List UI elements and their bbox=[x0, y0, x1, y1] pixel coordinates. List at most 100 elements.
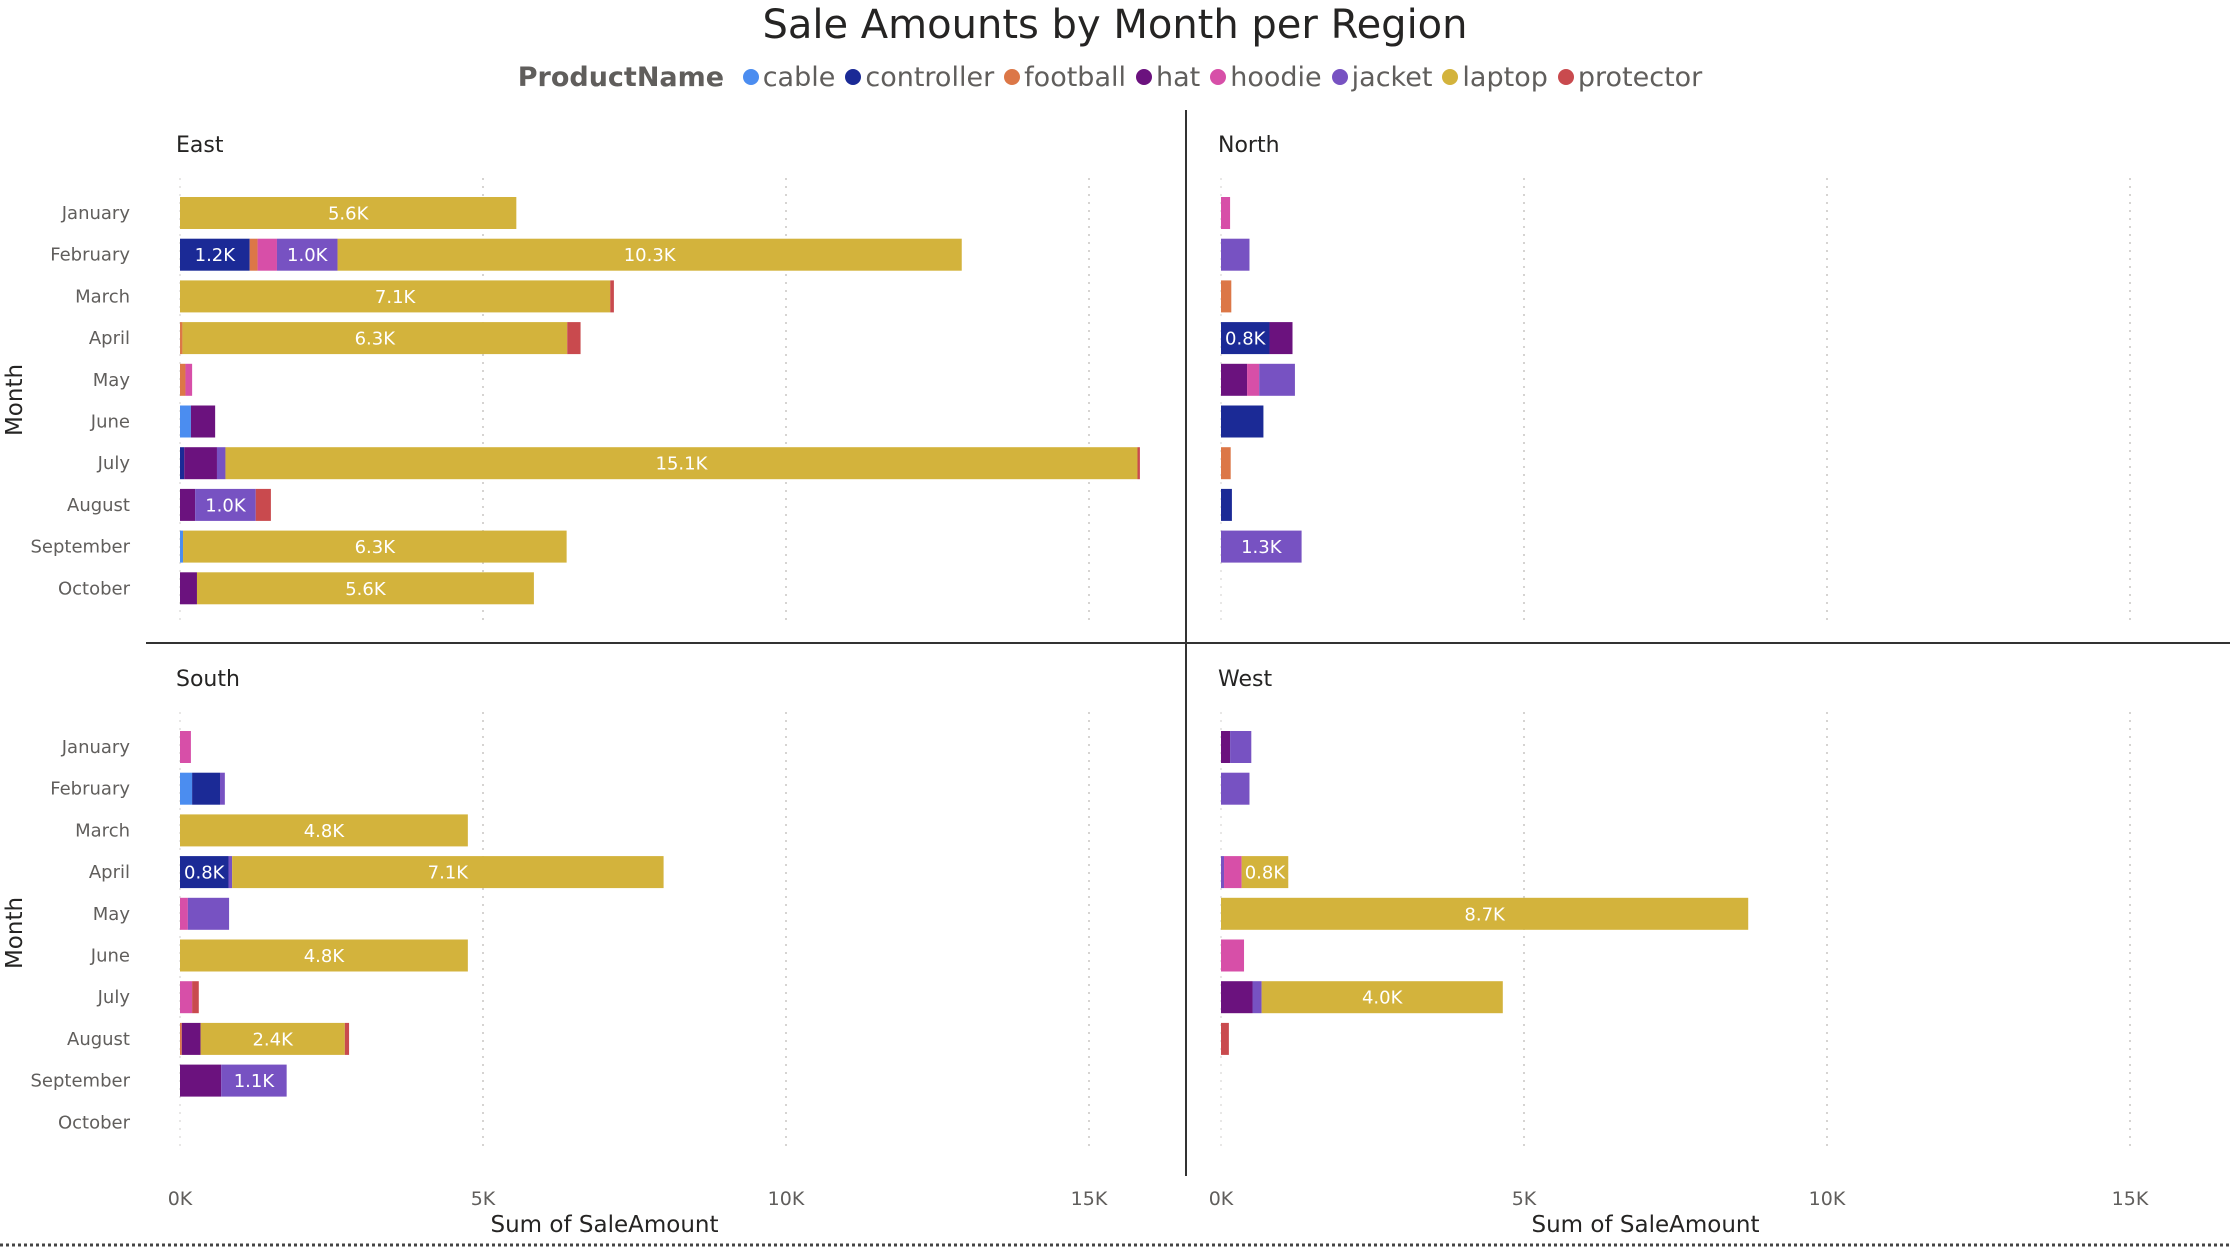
chart-title: Sale Amounts by Month per Region bbox=[762, 2, 1468, 48]
x-tick-label: 5K bbox=[1512, 1188, 1537, 1210]
data-label: 5.6K bbox=[328, 204, 370, 225]
month-label: October bbox=[58, 578, 131, 599]
x-tick-label: 0K bbox=[168, 1188, 193, 1210]
bar-segment-south-august-football bbox=[180, 1022, 182, 1055]
bar-segment-east-june-hat bbox=[190, 405, 216, 438]
bar-segment-west-july-jacket bbox=[1252, 981, 1262, 1014]
month-label: June bbox=[90, 946, 130, 967]
legend-item-football[interactable]: football bbox=[1004, 62, 1126, 93]
bar-segment-east-june-cable bbox=[180, 405, 191, 438]
bar-segment-north-september-jacket bbox=[1221, 530, 1302, 563]
legend-item-protector[interactable]: protector bbox=[1557, 62, 1703, 93]
bar-segment-south-august-protector bbox=[344, 1022, 350, 1055]
x-axis-title: Sum of SaleAmount bbox=[491, 1212, 719, 1238]
bar-segment-south-january-hoodie bbox=[180, 731, 191, 763]
legend-label-protector: protector bbox=[1577, 62, 1703, 93]
bar-segment-east-july-protector bbox=[1137, 447, 1140, 480]
legend-item-hat[interactable]: hat bbox=[1136, 62, 1200, 93]
data-label: 4.8K bbox=[304, 946, 346, 967]
data-label: 8.7K bbox=[1464, 904, 1506, 925]
month-label: September bbox=[31, 1071, 131, 1092]
month-label: August bbox=[67, 1029, 130, 1050]
bar-segment-north-may-jacket bbox=[1259, 363, 1295, 396]
bar-segment-east-may-hoodie bbox=[185, 363, 193, 396]
bar-segment-west-january-hat bbox=[1221, 731, 1231, 763]
legend-item-controller[interactable]: controller bbox=[845, 62, 994, 93]
bar-segment-east-april-football bbox=[180, 322, 183, 355]
bar-segment-east-august-protector bbox=[255, 488, 271, 521]
legend-item-laptop[interactable]: laptop bbox=[1442, 62, 1548, 93]
bar-segment-south-march-laptop bbox=[180, 814, 468, 847]
legend-label-jacket: jacket bbox=[1351, 62, 1433, 93]
legend-items: cable controller football hat hoodie jacket la… bbox=[742, 62, 1713, 93]
legend-item-hoodie[interactable]: hoodie bbox=[1210, 62, 1322, 93]
month-label: April bbox=[89, 328, 130, 349]
legend-label-hat: hat bbox=[1156, 62, 1201, 93]
bar-segment-south-february-cable bbox=[180, 772, 193, 805]
bar-segment-east-october-laptop bbox=[196, 572, 534, 605]
bar-segment-north-april-hat bbox=[1269, 322, 1293, 355]
bar-segment-south-april-laptop bbox=[232, 856, 664, 889]
data-label: 4.8K bbox=[304, 821, 346, 842]
bar-segment-east-january-laptop bbox=[180, 197, 517, 229]
legend-item-cable[interactable]: cable bbox=[742, 62, 836, 93]
x-tick-label: 5K bbox=[471, 1188, 496, 1210]
legend-marker-controller bbox=[845, 69, 862, 85]
data-label: 7.1K bbox=[428, 863, 470, 884]
bar-segment-south-july-protector bbox=[192, 981, 199, 1014]
panel-title-south: South bbox=[176, 667, 240, 692]
data-label: 2.4K bbox=[252, 1029, 294, 1050]
bar-segment-east-july-controller bbox=[180, 447, 185, 480]
data-label: 15.1K bbox=[656, 454, 709, 475]
bar-segment-west-february-jacket bbox=[1221, 772, 1250, 805]
x-tick-label: 15K bbox=[2112, 1188, 2149, 1210]
legend-item-jacket[interactable]: jacket bbox=[1331, 62, 1433, 93]
bar-segment-north-january-hoodie bbox=[1221, 197, 1231, 229]
month-label: February bbox=[50, 245, 130, 266]
data-label: 10.3K bbox=[624, 245, 677, 266]
data-label: 0.8K bbox=[1245, 863, 1287, 884]
x-tick-label: 0K bbox=[1209, 1188, 1234, 1210]
bar-segment-west-august-protector bbox=[1221, 1022, 1229, 1055]
month-label: July bbox=[97, 453, 131, 474]
bar-segment-north-february-jacket bbox=[1221, 238, 1250, 271]
month-label: March bbox=[75, 820, 130, 841]
bar-segment-east-october-hat bbox=[180, 572, 197, 605]
legend-label-hoodie: hoodie bbox=[1230, 62, 1322, 93]
bar-segment-east-july-laptop bbox=[225, 447, 1138, 480]
legend-marker-jacket bbox=[1331, 69, 1348, 85]
month-label: January bbox=[61, 737, 131, 758]
bar-segment-west-may-laptop bbox=[1221, 897, 1749, 930]
bar-segment-south-april-controller bbox=[180, 856, 229, 889]
legend-label-cable: cable bbox=[762, 62, 836, 93]
month-label: May bbox=[93, 904, 131, 925]
month-label: September bbox=[31, 537, 131, 558]
legend: ProductName cable controller football hat ho… bbox=[0, 62, 2230, 93]
bar-segment-west-january-jacket bbox=[1230, 731, 1252, 763]
x-tick-label: 10K bbox=[768, 1188, 805, 1210]
bar-segment-east-september-laptop bbox=[183, 530, 567, 563]
bar-segment-south-may-hoodie bbox=[180, 897, 188, 930]
bar-segment-north-august-controller bbox=[1221, 488, 1232, 521]
bar-segment-east-march-protector bbox=[610, 280, 614, 313]
bar-segment-east-july-jacket bbox=[216, 447, 226, 480]
month-label: August bbox=[67, 495, 130, 516]
bar-segment-south-september-hat bbox=[180, 1064, 222, 1097]
bar-segment-east-february-hoodie bbox=[257, 238, 277, 271]
bar-segment-north-may-hat bbox=[1221, 363, 1248, 396]
bar-segment-north-april-controller bbox=[1221, 322, 1270, 355]
bar-segment-south-june-laptop bbox=[180, 939, 468, 972]
bar-segment-west-july-hat bbox=[1221, 981, 1253, 1014]
bar-segment-north-may-hoodie bbox=[1247, 363, 1260, 396]
bar-segment-east-august-hat bbox=[180, 488, 196, 521]
month-label: April bbox=[89, 862, 130, 883]
bar-segment-south-september-jacket bbox=[221, 1064, 287, 1097]
panel-title-north: North bbox=[1218, 133, 1280, 158]
panel-title-east: East bbox=[176, 133, 224, 158]
bar-segment-east-august-jacket bbox=[195, 488, 256, 521]
data-label: 1.3K bbox=[1241, 537, 1283, 558]
bar-segment-east-march-laptop bbox=[180, 280, 611, 313]
data-label: 5.6K bbox=[345, 579, 387, 600]
bar-segment-east-february-laptop bbox=[337, 238, 962, 271]
bar-segment-south-february-jacket bbox=[219, 772, 225, 805]
